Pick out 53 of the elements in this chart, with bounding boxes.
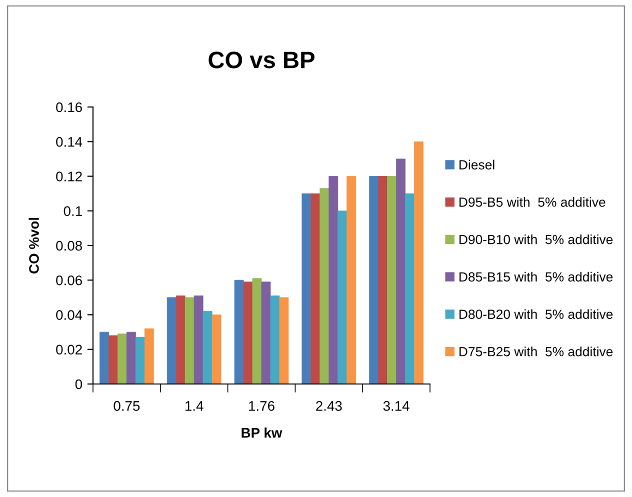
bar [310,193,320,384]
y-tick-label: 0.04 [56,310,82,320]
bar [387,176,397,384]
legend-label: D80-B20 with 5% additive [460,309,613,319]
bar [144,328,154,384]
bar [261,282,271,384]
bar [252,278,262,384]
x-tick-label: 3.14 [383,401,410,411]
legend-label: D75-B25 with 5% additive [460,346,613,356]
bar [126,332,136,384]
x-axis-title: BP kw [242,428,282,438]
bar [414,141,424,384]
bar [135,337,145,384]
bar [302,193,312,384]
y-tick-label: 0.16 [56,102,82,112]
y-tick-label: 0.1 [64,206,82,216]
bar [328,176,338,384]
y-tick-label: 0.02 [56,344,82,355]
bar [202,311,212,384]
bar [108,335,118,384]
y-tick-label: 0 [75,379,82,390]
x-tick-label: 0.75 [114,401,140,411]
y-tick-label: 0.14 [56,136,82,147]
bar [279,297,289,384]
bar [378,176,388,384]
x-tick-label: 1.76 [249,401,274,411]
y-axis-title: CO %vol [28,218,39,274]
bar [243,282,253,384]
bar [118,334,127,384]
bar [234,280,244,384]
bar [212,314,222,384]
chart-title: CO vs BP [208,52,314,68]
x-tick-label: 1.4 [186,401,204,411]
legend-label: D85-B15 with 5% additive [460,272,613,282]
bar [184,297,194,384]
bar [166,297,176,384]
legend-label: D90-B10 with 5% additive [460,234,613,244]
bar [396,158,406,384]
bar [369,176,379,384]
y-tick-label: 0.12 [56,172,82,182]
bar [338,210,348,384]
bar [100,332,109,384]
legend-label: Diesel [460,160,494,170]
y-tick-label: 0.08 [56,240,82,251]
bar [194,295,204,384]
bar [405,193,414,384]
bar [346,176,356,384]
x-tick-label: 2.43 [316,401,342,411]
bar [176,295,186,384]
legend-label: D95-B5 with 5% additive [460,197,606,207]
bar [270,295,280,384]
bar [320,188,330,384]
y-tick-label: 0.06 [56,275,82,286]
